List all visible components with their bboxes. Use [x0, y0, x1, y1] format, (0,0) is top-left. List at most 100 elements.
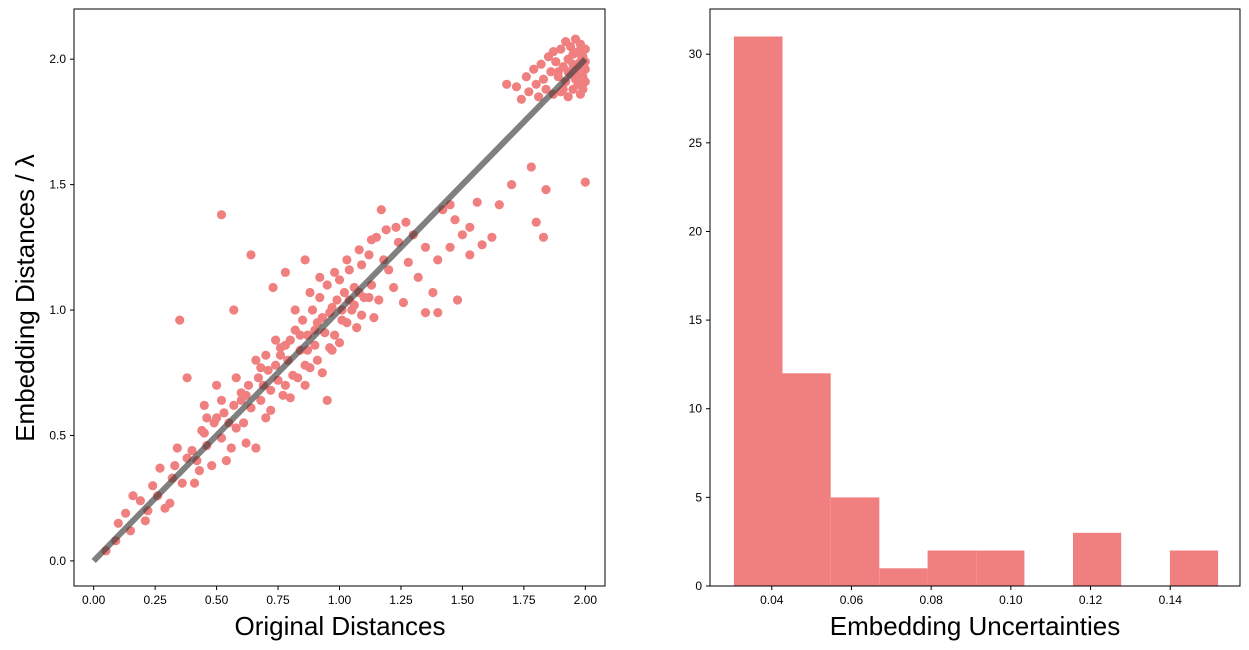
histogram-x-tick-label: 0.10: [999, 593, 1023, 607]
scatter-point: [575, 49, 586, 59]
scatter-point: [315, 292, 325, 303]
reference-line: [91, 57, 588, 564]
scatter-point: [507, 180, 517, 190]
scatter-point: [170, 461, 180, 471]
histogram-y-tick-label: 0: [695, 579, 702, 593]
scatter-point: [445, 242, 455, 252]
scatter-point: [165, 498, 175, 508]
scatter-point: [246, 250, 256, 260]
scatter-point: [212, 413, 222, 423]
scatter-point: [239, 418, 249, 428]
histogram-x-tick-label: 0.12: [1079, 593, 1103, 607]
scatter-point: [366, 235, 377, 245]
scatter-point: [536, 59, 546, 69]
scatter-point: [566, 42, 576, 52]
scatter-point: [384, 265, 394, 275]
scatter-point: [487, 232, 497, 242]
scatter-point: [354, 245, 364, 255]
scatter-point: [128, 491, 138, 501]
histogram-y-tick-label: 20: [689, 224, 703, 238]
scatter-x-tick-label: 0.00: [82, 593, 106, 607]
scatter-point: [553, 67, 563, 77]
scatter-point: [307, 305, 318, 315]
histogram-bar: [733, 36, 783, 586]
scatter-point: [401, 217, 411, 227]
scatter-point: [563, 92, 573, 102]
scatter-point: [263, 365, 273, 375]
scatter-point: [113, 518, 123, 528]
histogram-x-tick-label: 0.14: [1159, 593, 1183, 607]
scatter-point: [317, 313, 327, 323]
scatter-point: [300, 380, 310, 390]
histogram-x-tick-label: 0.04: [760, 593, 784, 607]
scatter-point: [199, 400, 209, 410]
scatter-point: [381, 225, 391, 235]
scatter-point: [344, 265, 354, 275]
scatter-point: [391, 222, 401, 232]
scatter-point: [477, 240, 487, 250]
scatter-point: [216, 395, 227, 405]
scatter-point: [546, 67, 556, 77]
scatter-point: [452, 295, 463, 305]
scatter-x-tick-label: 0.50: [205, 593, 229, 607]
scatter-point: [253, 373, 263, 383]
scatter-point: [524, 87, 534, 97]
scatter-point: [229, 400, 239, 410]
scatter-point: [403, 257, 413, 267]
histogram-bars: [733, 36, 1219, 586]
scatter-point: [420, 308, 431, 318]
scatter-point: [155, 463, 165, 473]
scatter-point: [219, 408, 229, 418]
scatter-point: [202, 413, 212, 423]
scatter-point: [511, 82, 522, 92]
scatter-point: [251, 443, 261, 453]
scatter-point: [548, 47, 559, 57]
scatter-point: [433, 308, 443, 318]
scatter-point: [293, 373, 303, 383]
histogram-bar: [1073, 532, 1122, 586]
scatter-point: [538, 74, 549, 84]
scatter-point: [531, 79, 541, 89]
scatter-point: [236, 388, 246, 398]
scatter-point: [285, 393, 295, 403]
scatter-point: [278, 390, 288, 400]
scatter-point: [450, 215, 460, 225]
scatter-point: [556, 44, 566, 54]
scatter-point: [271, 335, 281, 345]
scatter-point: [369, 313, 379, 323]
scatter-point: [526, 162, 536, 172]
scatter-point: [177, 478, 187, 488]
scatter-point: [364, 250, 374, 260]
scatter-point: [226, 443, 236, 453]
scatter-panel: 0.00 0.25 0.50 0.75 1.00 1.25 1.50 1.75 2.00 0.0…: [10, 8, 606, 641]
scatter-point: [187, 445, 197, 456]
scatter-point: [494, 200, 504, 210]
scatter-point: [357, 260, 367, 270]
scatter-point: [243, 380, 254, 390]
scatter-point: [207, 461, 217, 471]
scatter-x-tick-label: 1.75: [512, 593, 536, 607]
scatter-point: [339, 287, 349, 298]
scatter-point: [334, 275, 345, 285]
scatter-point: [280, 267, 290, 277]
scatter-x-axis-label: Original Distances: [235, 611, 446, 641]
histogram-y-tick-label: 30: [689, 47, 703, 61]
scatter-point: [580, 77, 590, 87]
scatter-x-ticks: 0.00 0.25 0.50 0.75 1.00 1.25 1.50 1.75 2.00: [82, 586, 597, 607]
histogram-bar: [927, 550, 977, 586]
scatter-point: [280, 380, 290, 390]
scatter-point: [175, 315, 185, 325]
scatter-point: [398, 297, 408, 308]
histogram-y-ticks: 0 5 10 15 20 25 30: [689, 47, 710, 593]
scatter-point: [465, 250, 475, 260]
scatter-point: [457, 230, 467, 240]
scatter-point: [266, 385, 276, 395]
scatter-point: [325, 343, 335, 353]
scatter-point: [212, 380, 222, 390]
scatter-point: [295, 330, 305, 340]
scatter-point: [148, 481, 158, 491]
scatter-point: [231, 373, 241, 383]
scatter-point: [266, 405, 276, 415]
histogram-x-axis-label: Embedding Uncertainties: [830, 611, 1121, 641]
histogram-bar: [879, 568, 928, 586]
